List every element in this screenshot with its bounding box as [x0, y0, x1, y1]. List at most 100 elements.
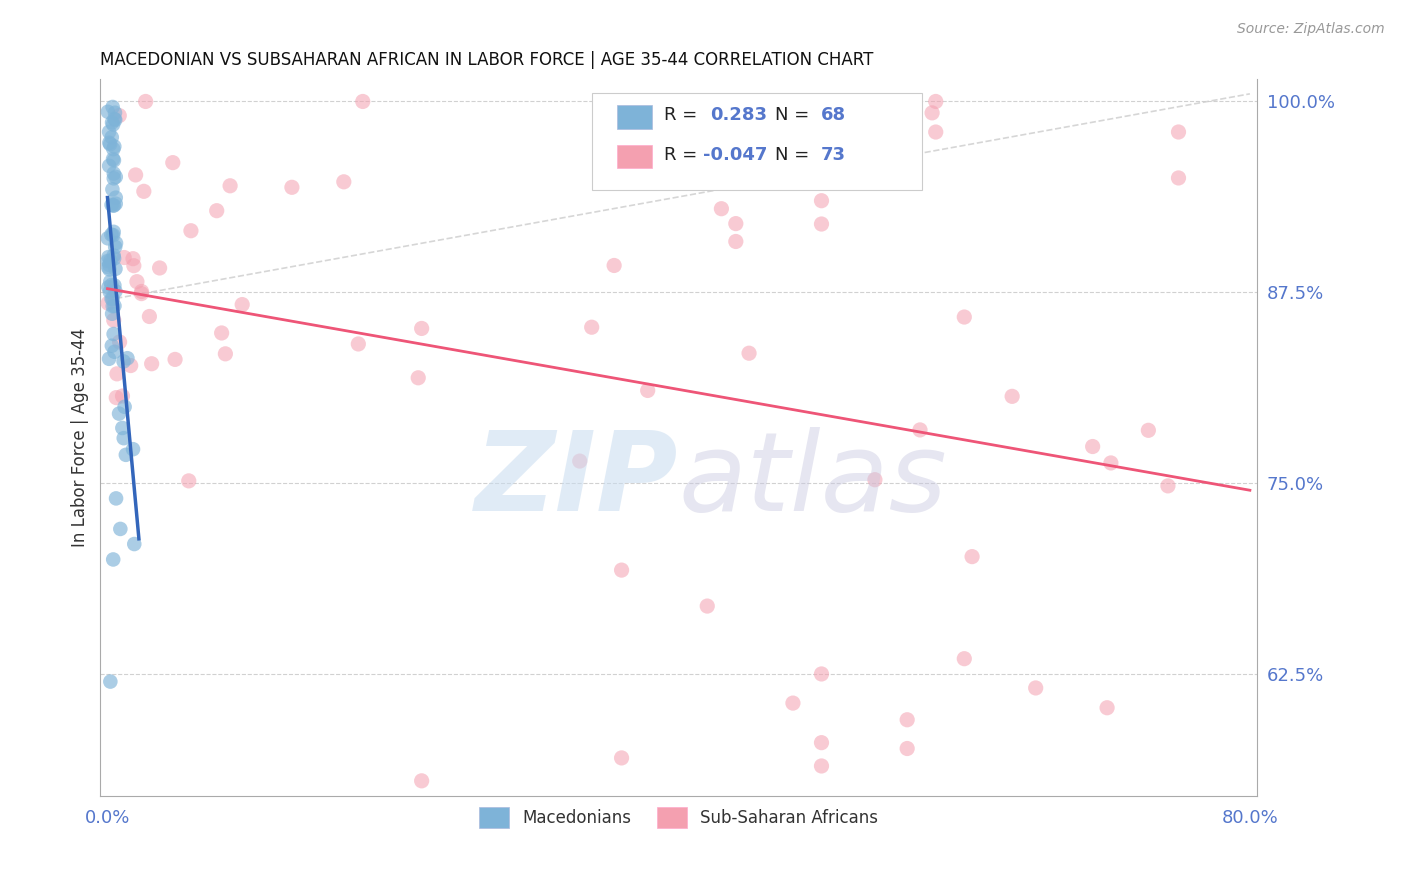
Point [104, 261, 127, 276]
Point [112, 431, 135, 445]
Point [104, 285, 127, 299]
Point [810, 194, 832, 208]
Point [98, 674, 121, 689]
Point [896, 741, 918, 756]
Text: 68: 68 [821, 106, 846, 124]
Point [103, 326, 125, 341]
Point [104, 196, 127, 211]
Point [710, 202, 733, 216]
Point [97, 280, 120, 294]
Text: 73: 73 [821, 145, 846, 163]
Point [603, 259, 626, 273]
Point [103, 171, 125, 186]
Point [141, 357, 163, 371]
Point [953, 310, 976, 324]
Point [1095, 700, 1118, 714]
Point [111, 389, 134, 403]
Point [98, 125, 121, 139]
Point [103, 248, 125, 262]
Point [162, 155, 184, 169]
Point [333, 175, 356, 189]
Point [105, 491, 128, 506]
Point [101, 130, 124, 145]
Point [347, 337, 370, 351]
Point [125, 275, 148, 289]
Point [101, 228, 124, 243]
Point [925, 95, 948, 109]
Point [122, 259, 145, 273]
Point [103, 299, 125, 313]
Point [581, 320, 603, 334]
Point [205, 203, 228, 218]
Point [98, 258, 121, 272]
Point [97, 260, 120, 275]
Point [115, 448, 138, 462]
Point [104, 240, 127, 254]
Text: R =: R = [664, 145, 703, 163]
Point [100, 253, 122, 268]
Point [138, 310, 160, 324]
Point [1001, 389, 1024, 403]
Point [101, 292, 124, 306]
Y-axis label: In Labor Force | Age 35-44: In Labor Force | Age 35-44 [72, 327, 89, 547]
Point [97, 104, 120, 119]
Point [120, 359, 142, 373]
Point [112, 251, 135, 265]
Point [101, 339, 124, 353]
Point [131, 285, 153, 299]
Text: -0.047: -0.047 [703, 145, 768, 163]
Point [411, 773, 433, 788]
Text: N =: N = [775, 145, 814, 163]
Point [124, 168, 146, 182]
Point [117, 351, 139, 366]
Point [177, 474, 200, 488]
Point [1099, 456, 1122, 470]
Point [100, 198, 122, 212]
Point [104, 169, 127, 184]
Point [810, 759, 832, 773]
Point [98, 136, 121, 150]
Point [98, 137, 121, 152]
Point [1157, 479, 1180, 493]
Point [219, 178, 242, 193]
Text: ZIP: ZIP [475, 427, 679, 534]
Point [124, 537, 146, 551]
Point [810, 217, 832, 231]
Point [97, 250, 120, 264]
Point [101, 299, 124, 313]
Point [1081, 440, 1104, 454]
Point [103, 552, 125, 566]
Point [98, 285, 121, 299]
Point [352, 95, 374, 109]
Point [104, 191, 127, 205]
Text: R =: R = [664, 106, 703, 124]
Point [406, 371, 429, 385]
Point [610, 751, 633, 765]
Point [782, 696, 804, 710]
Point [103, 142, 125, 156]
Point [411, 321, 433, 335]
Point [108, 407, 131, 421]
Point [131, 286, 153, 301]
Point [105, 391, 128, 405]
Point [101, 118, 124, 132]
Point [610, 563, 633, 577]
Point [880, 164, 903, 178]
Point [105, 367, 128, 381]
Point [100, 227, 122, 242]
Point [1025, 681, 1047, 695]
Point [149, 260, 172, 275]
Point [165, 352, 187, 367]
Point [101, 182, 124, 196]
Point [103, 225, 125, 239]
Point [97, 254, 120, 268]
Point [97, 296, 120, 310]
Point [724, 217, 747, 231]
Point [637, 384, 659, 398]
Point [100, 278, 122, 293]
Point [135, 95, 157, 109]
Point [108, 334, 131, 349]
Point [1167, 170, 1189, 185]
Point [810, 736, 832, 750]
Point [103, 313, 125, 327]
